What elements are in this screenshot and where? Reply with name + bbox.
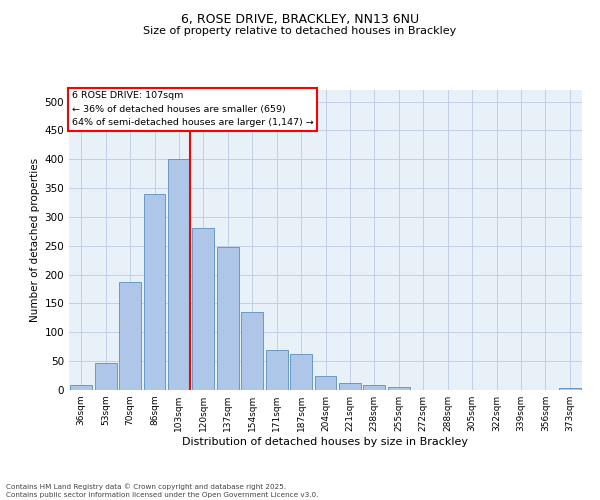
Bar — [168, 159, 190, 390]
Text: Contains HM Land Registry data © Crown copyright and database right 2025.
Contai: Contains HM Land Registry data © Crown c… — [6, 484, 319, 498]
Bar — [388, 387, 410, 390]
Bar — [559, 388, 581, 390]
Y-axis label: Number of detached properties: Number of detached properties — [30, 158, 40, 322]
Bar — [241, 312, 263, 390]
Text: Size of property relative to detached houses in Brackley: Size of property relative to detached ho… — [143, 26, 457, 36]
Bar — [193, 228, 214, 390]
Bar — [339, 382, 361, 390]
Bar — [364, 385, 385, 390]
Bar — [70, 385, 92, 390]
Bar — [314, 376, 337, 390]
X-axis label: Distribution of detached houses by size in Brackley: Distribution of detached houses by size … — [182, 437, 469, 447]
Bar — [290, 354, 312, 390]
Bar — [217, 248, 239, 390]
Text: 6 ROSE DRIVE: 107sqm
← 36% of detached houses are smaller (659)
64% of semi-deta: 6 ROSE DRIVE: 107sqm ← 36% of detached h… — [71, 92, 313, 127]
Bar — [266, 350, 287, 390]
Text: 6, ROSE DRIVE, BRACKLEY, NN13 6NU: 6, ROSE DRIVE, BRACKLEY, NN13 6NU — [181, 12, 419, 26]
Bar — [119, 282, 141, 390]
Bar — [95, 363, 116, 390]
Bar — [143, 194, 166, 390]
